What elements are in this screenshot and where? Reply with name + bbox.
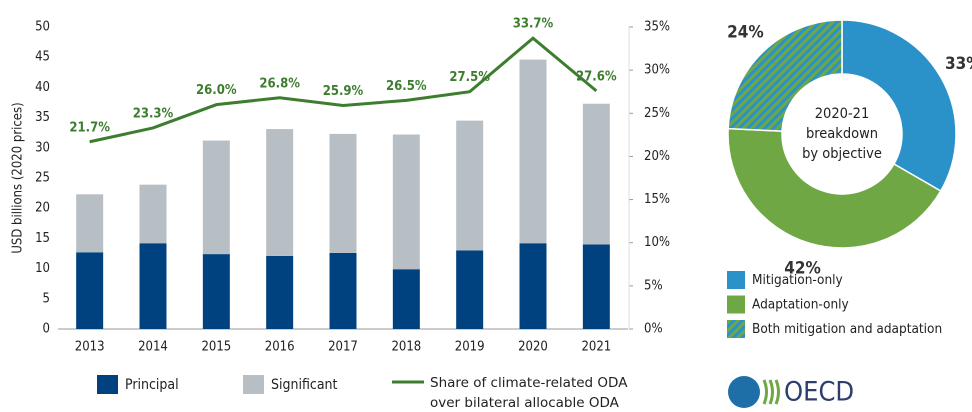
bar-segment bbox=[456, 120, 484, 251]
pie-label: 33% bbox=[945, 54, 972, 74]
legend-swatch bbox=[727, 295, 745, 314]
legend-label: Adaptation-only bbox=[752, 297, 849, 313]
bar-segment bbox=[139, 243, 167, 329]
bar-segment bbox=[582, 103, 610, 245]
x-tick-label: 2014 bbox=[138, 340, 168, 355]
data-label: 26.0% bbox=[196, 83, 237, 98]
x-tick-label: 2020 bbox=[518, 340, 548, 355]
y-tick-label: 15 bbox=[35, 231, 50, 246]
pie-slice bbox=[841, 19, 957, 193]
y2-tick-label: 35% bbox=[644, 20, 670, 35]
data-label: 27.5% bbox=[449, 70, 490, 85]
bar-segment bbox=[392, 134, 420, 270]
legend-swatch bbox=[97, 375, 118, 394]
bar-segment bbox=[76, 194, 104, 253]
legend-swatch bbox=[727, 271, 745, 289]
bar-segment bbox=[266, 129, 294, 256]
x-tick-label: 2018 bbox=[391, 340, 421, 355]
x-tick-label: 2017 bbox=[328, 340, 358, 355]
legend-swatch bbox=[243, 375, 264, 394]
data-label: 33.7% bbox=[513, 17, 554, 32]
pie-label: 42% bbox=[784, 258, 821, 278]
y2-tick-label: 25% bbox=[644, 106, 670, 121]
legend-label: Mitigation-only bbox=[752, 272, 843, 288]
y2-tick-label: 5% bbox=[644, 278, 663, 293]
x-tick-label: 2015 bbox=[201, 340, 231, 355]
bar-segment bbox=[202, 254, 230, 329]
bar-segment bbox=[266, 255, 294, 329]
data-label: 26.5% bbox=[386, 79, 427, 94]
center-label: breakdown bbox=[806, 126, 878, 142]
pie-label: 24% bbox=[727, 23, 764, 43]
y2-tick-label: 0% bbox=[644, 322, 663, 337]
legend-swatch bbox=[727, 320, 745, 338]
data-label: 27.6% bbox=[576, 69, 617, 84]
bar-segment bbox=[329, 252, 357, 329]
data-label: 23.3% bbox=[133, 106, 174, 121]
center-label: 2020-21 bbox=[815, 106, 870, 122]
y-tick-label: 35 bbox=[35, 110, 50, 125]
logo-marks bbox=[762, 379, 780, 405]
y-tick-label: 45 bbox=[35, 50, 50, 65]
logo-text: OECD bbox=[784, 377, 854, 408]
legend-label: Both mitigation and adaptation bbox=[752, 321, 942, 337]
pie-slice bbox=[727, 19, 843, 132]
x-tick-label: 2021 bbox=[581, 340, 611, 355]
x-tick-label: 2016 bbox=[265, 340, 295, 355]
x-tick-label: 2019 bbox=[455, 340, 485, 355]
y-tick-label: 10 bbox=[35, 261, 50, 276]
legend-label: Significant bbox=[271, 377, 338, 393]
legend-label: Share of climate-related ODA over bilate… bbox=[430, 375, 628, 411]
bar-segment bbox=[202, 140, 230, 255]
y-tick-label: 25 bbox=[35, 171, 50, 186]
center-label: by objective bbox=[802, 146, 882, 162]
data-label: 25.9% bbox=[323, 84, 364, 99]
line bbox=[89, 36, 598, 144]
y-tick-label: 0 bbox=[43, 322, 50, 337]
y-axis-label: USD billions (2020 prices) bbox=[11, 102, 26, 253]
y2-tick-label: 15% bbox=[644, 192, 670, 207]
y2-tick-label: 30% bbox=[644, 63, 670, 78]
pie-slice bbox=[727, 127, 942, 249]
y2-tick-label: 10% bbox=[644, 235, 670, 250]
bar-segment bbox=[519, 243, 547, 329]
y-tick-label: 5 bbox=[43, 291, 50, 306]
bar-segment bbox=[392, 269, 420, 329]
logo-globe bbox=[728, 376, 760, 408]
data-label: 26.8% bbox=[259, 76, 300, 91]
legend-text: Share of climate-related ODA over bilate… bbox=[430, 375, 628, 411]
x-tick-label: 2013 bbox=[75, 340, 105, 355]
y-tick-label: 20 bbox=[35, 201, 50, 216]
y-tick-label: 40 bbox=[35, 80, 50, 95]
bar-segment bbox=[329, 133, 357, 253]
bar-segment bbox=[582, 244, 610, 329]
bar-segment bbox=[76, 252, 104, 329]
oecd-logo: OECD bbox=[728, 376, 854, 408]
y-tick-label: 50 bbox=[35, 20, 50, 35]
bar-segment bbox=[456, 250, 484, 329]
bar-segment bbox=[139, 184, 167, 244]
legend-label: Principal bbox=[125, 377, 179, 393]
bar-segment bbox=[519, 59, 547, 244]
y-tick-label: 30 bbox=[35, 140, 50, 155]
y2-tick-label: 20% bbox=[644, 149, 670, 164]
data-label: 21.7% bbox=[69, 120, 110, 135]
